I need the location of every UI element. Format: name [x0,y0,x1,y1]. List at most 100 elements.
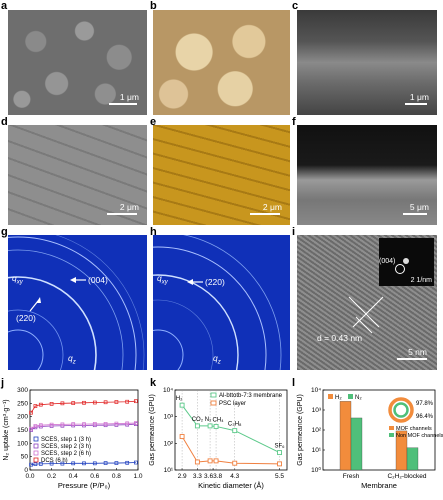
sem-image-d: 2 μm [8,125,147,225]
data-point [49,422,54,427]
data-point [33,424,38,428]
data-point [103,422,108,426]
hrtem-image-i: (004) 2 1/nm d = 0.43 nm 5 nm [297,235,437,370]
x-axis-label: Membrane [361,481,397,490]
panel-label-a: a [1,0,8,12]
data-point [82,400,86,405]
gas-label: CH₄ [213,417,225,423]
x-tick-label: 5.5 [275,473,284,480]
gas-label: CO₂ [192,417,204,423]
y-tick-label: 10² [312,427,322,434]
y-tick-label: 200 [17,414,28,421]
y-axis-label: Gas permeance (GPU) [297,394,304,466]
data-point [38,423,43,428]
gixrd-arcs-g [8,235,145,370]
gas-label: SF₆ [274,444,285,450]
data-point [29,462,33,467]
data-point [277,461,282,467]
data-point [125,460,130,465]
panel-label-e: e [150,116,157,128]
inset-legend-entry: MOF channels [396,426,432,432]
y-tick-label: 300 [17,387,28,394]
panel-label-b: b [150,0,157,12]
inset-legend-marker [389,426,394,430]
x-tick-label: 0.4 [69,473,78,480]
sem-cross-section-c: 1 μm [297,10,437,115]
y-axis-label: N₂ uptake (cm³·g⁻¹) [3,399,10,460]
data-point [114,461,119,465]
legend-marker [348,394,353,399]
data-point [194,459,200,465]
scalebar-c [405,103,427,105]
donut-inner-label: 96.4% [416,414,434,420]
legend-marker [33,457,39,463]
legend-entry: SCES, step 2 (3 h) [41,444,91,450]
scalebar-label-a: 1 μm [119,92,139,102]
legend-marker [33,450,39,456]
panel-label-l: l [292,377,296,389]
y-tick-label: 10¹ [312,447,322,454]
scalebar-f [403,213,427,215]
scalebar-e [250,213,280,215]
data-point [38,402,43,407]
legend-entry: PSC layer [219,401,246,407]
data-point [60,461,65,466]
bar [406,447,419,471]
scalebar-label-d: 2 μm [119,202,139,212]
y-tick-label: 150 [17,427,28,434]
x-tick-label: 0.6 [90,473,99,480]
legend-entry: DCS (6 h) [41,458,68,464]
data-point [29,410,33,415]
y-axis-label: Gas permeance (GPU) [149,394,156,466]
series-line [181,404,280,454]
x-tick-label: C₂H₂-blocked [387,473,426,480]
y-tick-label: 50 [21,454,29,461]
data-point [133,421,138,425]
fft-ring-icon [395,264,405,274]
data-point [232,460,238,466]
bar [350,417,363,471]
y-tick-label: 10² [164,440,174,447]
donut-outer-label: 97.8% [416,401,434,407]
data-point [194,423,200,429]
permeance-vs-diameter-chart: 10¹ 10² 10³ 10⁴ 2.9 3.3 3.63.8 4.3 5.5 Kinetic di… [149,387,288,490]
data-point [125,399,130,404]
gas-label: N₂ [205,417,212,423]
n2-isotherm-chart: 0.0 0.2 0.4 0.6 0.8 1.0 0 50 100 150 200 250 300 Pres… [3,387,143,490]
data-point [207,423,213,429]
x-axis-label: Pressure (P/P₀) [58,481,111,490]
y-tick-label: 10⁴ [163,387,173,394]
x-tick-label: Fresh [343,473,360,480]
panel-label-k: k [150,377,157,389]
fft-spot-icon [403,258,409,264]
inset-legend-marker [389,433,394,437]
scalebar-a [109,103,137,105]
legend-marker [33,436,39,442]
scalebar-i [397,358,427,360]
data-point [179,434,185,439]
axis-label-qz-g: qz [68,353,76,366]
panel-label-h: h [150,226,157,238]
legend-entry: H₂ [335,395,342,401]
y-tick-label: 100 [17,440,28,447]
data-point [114,421,119,426]
data-point [60,422,65,427]
arrow-icon-g [29,277,86,312]
panel-label-g: g [1,226,8,238]
gixrd-arcs-h [153,235,282,370]
data-point [92,461,97,466]
x-tick-label: 0.8 [112,473,121,480]
data-point [38,462,43,466]
scalebar-label-f: 5 μm [409,202,429,212]
data-point [103,461,108,465]
legend-marker [328,394,333,399]
gixrd-pattern-g: qxy qz (220) (004) [8,235,147,370]
data-point [277,450,282,456]
scalebar-label-i: 5 nm [408,347,427,357]
axis-label-qxy-g: qxy [12,273,23,286]
series-line [30,400,136,413]
y-tick-label: 250 [17,400,28,407]
afm-image-e: 2 μm [153,125,290,225]
legend-marker [210,392,217,398]
x-tick-label: 0.2 [47,473,56,480]
